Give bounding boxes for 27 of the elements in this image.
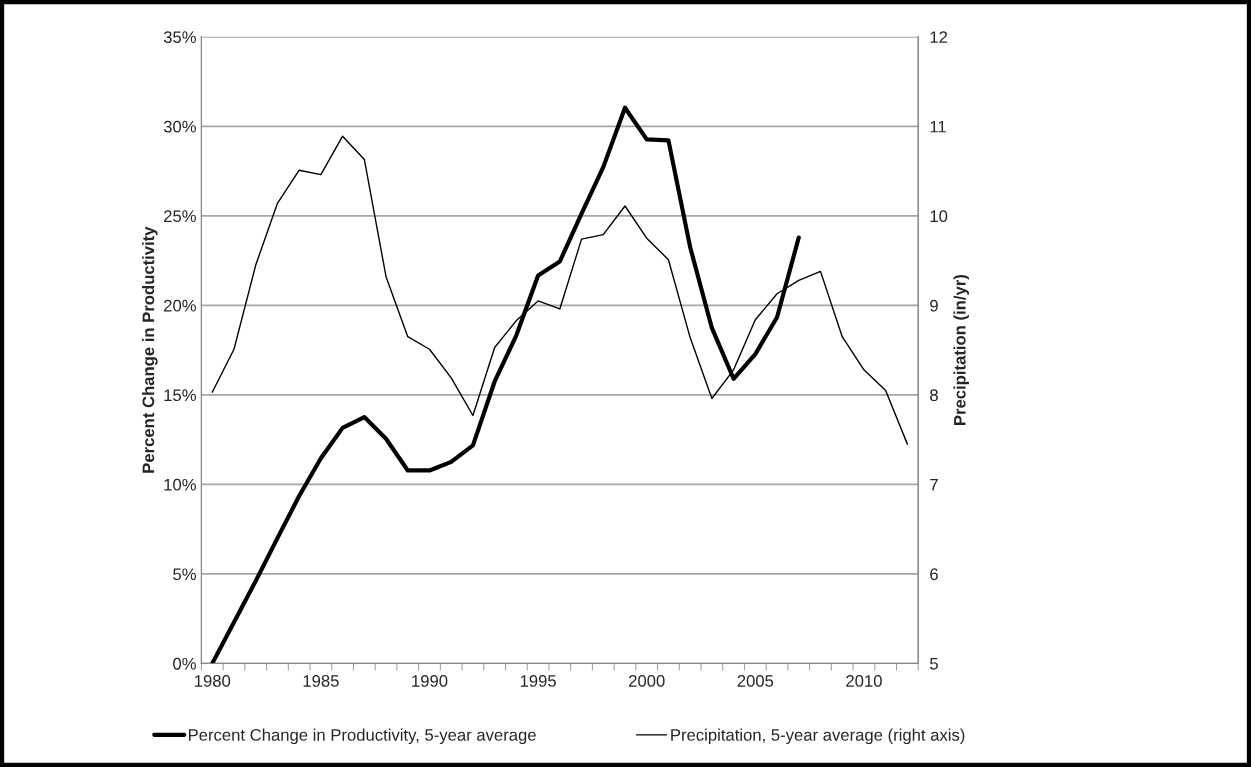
y-axis-title: Percent Change in Productivity xyxy=(142,226,158,473)
x-tick-label: 1995 xyxy=(520,675,556,687)
y2-tick-label: 12 xyxy=(930,31,948,43)
x-tick-label: 2005 xyxy=(737,675,774,687)
y-tick-label: 10% xyxy=(164,478,196,491)
y-tick-label: 15% xyxy=(164,389,196,402)
x-tick-label: 1980 xyxy=(195,675,231,687)
y2-axis-title: Precipitation (in/yr) xyxy=(953,275,969,425)
x-tick-label: 1985 xyxy=(303,675,339,687)
x-tick-label: 2010 xyxy=(846,675,882,687)
y2-tick-label: 11 xyxy=(930,120,946,133)
y2-tick-label: 10 xyxy=(930,210,948,223)
y-tick-label: 5% xyxy=(173,568,196,581)
y2-tick-label: 9 xyxy=(930,299,938,312)
y-tick-label: 35% xyxy=(163,31,196,44)
y-tick-label: 30% xyxy=(163,120,196,133)
y2-tick-label: 5 xyxy=(930,658,938,670)
y2-tick-label: 7 xyxy=(930,478,938,491)
legend-label: Percent Change in Productivity, 5-year average xyxy=(188,728,536,745)
y2-tick-label: 8 xyxy=(930,389,938,402)
y-tick-label: 0% xyxy=(173,657,196,670)
legend-label: Precipitation, 5-year average (right axis) xyxy=(671,728,965,745)
x-tick-label: 1990 xyxy=(412,675,448,687)
y-tick-label: 25% xyxy=(164,210,196,223)
x-tick-label: 2000 xyxy=(629,675,665,687)
y-tick-label: 20% xyxy=(164,299,196,312)
y2-tick-label: 6 xyxy=(930,568,938,581)
